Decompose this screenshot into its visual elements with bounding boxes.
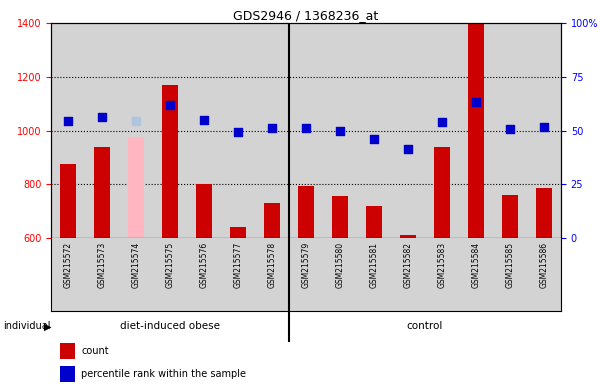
- Point: [335, 127, 345, 134]
- Text: GSM215575: GSM215575: [166, 242, 175, 288]
- Point: [369, 136, 379, 142]
- Title: GDS2946 / 1368236_at: GDS2946 / 1368236_at: [233, 9, 379, 22]
- Point: [131, 118, 141, 124]
- Point: [301, 125, 311, 131]
- Text: GSM215585: GSM215585: [505, 242, 515, 288]
- Text: GSM215586: GSM215586: [539, 242, 548, 288]
- Bar: [94, 147, 110, 238]
- Point: [165, 102, 175, 108]
- Bar: [230, 227, 245, 238]
- Bar: [469, 25, 484, 238]
- Bar: [265, 203, 280, 238]
- Bar: [400, 235, 416, 238]
- Bar: [502, 195, 518, 238]
- Text: ▶: ▶: [44, 321, 52, 331]
- Point: [539, 124, 549, 130]
- Point: [403, 146, 413, 152]
- Text: GSM215580: GSM215580: [335, 242, 344, 288]
- Bar: [367, 206, 382, 238]
- Point: [267, 125, 277, 131]
- Bar: [332, 197, 347, 238]
- Text: individual: individual: [3, 321, 50, 331]
- Text: count: count: [81, 346, 109, 356]
- Point: [233, 129, 243, 135]
- Text: GSM215582: GSM215582: [404, 242, 413, 288]
- Text: percentile rank within the sample: percentile rank within the sample: [81, 369, 246, 379]
- Text: diet-induced obese: diet-induced obese: [120, 321, 220, 331]
- Text: GSM215574: GSM215574: [131, 242, 140, 288]
- Point: [63, 118, 73, 124]
- Text: GSM215583: GSM215583: [437, 242, 446, 288]
- Bar: [434, 147, 449, 238]
- Point: [471, 99, 481, 106]
- Text: GSM215581: GSM215581: [370, 242, 379, 288]
- Text: GSM215579: GSM215579: [302, 242, 311, 288]
- Point: [97, 114, 107, 120]
- Text: GSM215576: GSM215576: [199, 242, 209, 288]
- Text: GSM215572: GSM215572: [64, 242, 73, 288]
- Bar: [196, 184, 212, 238]
- Text: GSM215584: GSM215584: [472, 242, 481, 288]
- Bar: [536, 189, 551, 238]
- Text: GSM215577: GSM215577: [233, 242, 242, 288]
- Text: control: control: [407, 321, 443, 331]
- Bar: [298, 186, 314, 238]
- Bar: [163, 85, 178, 238]
- Bar: [128, 137, 143, 238]
- Text: GSM215578: GSM215578: [268, 242, 277, 288]
- Text: GSM215573: GSM215573: [97, 242, 107, 288]
- Point: [199, 117, 209, 123]
- Point: [505, 126, 515, 132]
- Point: [437, 119, 447, 126]
- Bar: [61, 164, 76, 238]
